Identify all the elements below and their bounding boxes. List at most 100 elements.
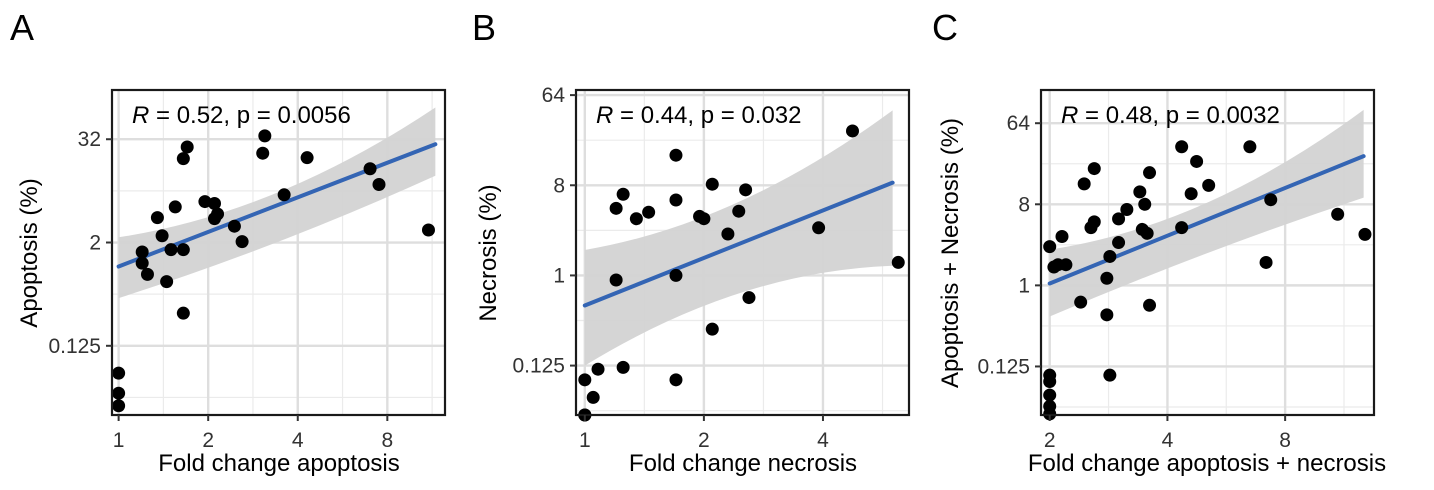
- y-tick-label: 0.125: [48, 335, 101, 358]
- data-point: [1175, 221, 1189, 235]
- data-point: [112, 386, 126, 400]
- y-axis-title: Necrosis (%): [475, 184, 502, 321]
- panel-letter: A: [10, 7, 34, 48]
- x-tick-label: 8: [1279, 429, 1291, 452]
- data-point: [1074, 295, 1088, 309]
- y-tick-label: 64: [1007, 112, 1031, 135]
- x-tick-label: 2: [1044, 429, 1056, 452]
- data-point: [1087, 162, 1101, 176]
- data-point: [1043, 399, 1057, 413]
- data-point: [135, 245, 149, 259]
- x-axis-title: Fold change apoptosis: [158, 450, 400, 477]
- y-tick-label: 64: [542, 84, 566, 107]
- data-point: [112, 399, 126, 413]
- data-point: [629, 212, 643, 226]
- y-tick-label: 1: [1018, 274, 1030, 297]
- data-point: [669, 148, 683, 162]
- x-axis-title: Fold change apoptosis + necrosis: [1028, 450, 1386, 477]
- data-point: [235, 235, 249, 249]
- data-point: [421, 223, 435, 237]
- data-point: [176, 152, 190, 166]
- data-point: [1043, 240, 1057, 254]
- x-tick-label: 2: [202, 429, 214, 452]
- data-point: [891, 255, 905, 269]
- data-point: [372, 177, 386, 191]
- plot-border: [1039, 88, 1376, 417]
- x-tick-label: 1: [113, 429, 125, 452]
- confidence-band: [118, 107, 436, 299]
- chart-panel-b: 1 2 4 0.125 1 8 64 R = 0.44, p = 0.032 B Fold cha…: [472, 7, 911, 477]
- data-point: [300, 151, 314, 165]
- data-points: [578, 124, 905, 422]
- data-point: [227, 219, 241, 233]
- data-point: [1264, 193, 1278, 207]
- y-tick-label: 8: [1018, 193, 1030, 216]
- data-point: [150, 211, 164, 225]
- x-tick-label: 8: [381, 429, 393, 452]
- data-point: [258, 129, 272, 143]
- data-point: [1133, 185, 1147, 199]
- x-tick-label: 4: [817, 429, 829, 452]
- plot-border: [574, 88, 911, 417]
- data-point: [256, 146, 270, 160]
- data-point: [208, 197, 222, 211]
- data-point: [176, 243, 190, 257]
- data-point: [812, 221, 826, 235]
- x-tick-label: 1: [579, 429, 591, 452]
- y-tick-label: 1: [553, 264, 565, 287]
- data-point: [1100, 271, 1114, 285]
- chart-panel-a: 1 2 4 8 0.125 2 32 R = 0.52, p = 0.0056 A Fold ch…: [10, 7, 447, 477]
- confidence-band: [1049, 109, 1364, 317]
- data-point: [1077, 177, 1091, 191]
- data-points: [112, 129, 435, 413]
- data-point: [155, 229, 169, 243]
- data-point: [609, 201, 623, 215]
- data-point: [180, 140, 194, 154]
- data-point: [705, 322, 719, 336]
- data-point: [697, 212, 711, 226]
- data-point: [732, 204, 746, 218]
- x-tick-label: 4: [292, 429, 304, 452]
- data-point: [1259, 255, 1273, 269]
- data-point: [277, 188, 291, 202]
- data-point: [845, 124, 859, 138]
- panel-letter: C: [932, 7, 958, 48]
- plot-border: [110, 88, 447, 417]
- data-point: [1358, 227, 1372, 241]
- data-point: [742, 291, 756, 305]
- r-p-values: = 0.44, p = 0.032: [613, 102, 801, 129]
- data-point: [1190, 154, 1204, 168]
- data-point: [135, 256, 149, 270]
- r-symbol: R: [1061, 102, 1078, 129]
- data-point: [1331, 207, 1345, 221]
- data-point: [1243, 140, 1257, 154]
- data-point: [1103, 368, 1117, 382]
- data-point: [669, 193, 683, 207]
- data-point: [705, 177, 719, 191]
- gridlines: [112, 90, 445, 415]
- data-point: [609, 273, 623, 287]
- data-point: [669, 373, 683, 387]
- y-tick-label: 0.125: [977, 355, 1030, 378]
- y-axis-title: Apoptosis (%): [16, 178, 43, 327]
- data-point: [168, 200, 182, 214]
- data-point: [721, 227, 735, 241]
- data-point: [1143, 166, 1157, 180]
- y-tick-label: 8: [553, 174, 565, 197]
- regression-line: [582, 180, 895, 308]
- x-tick-label: 4: [1162, 429, 1174, 452]
- data-point: [1059, 258, 1073, 272]
- r-p-values: = 0.52, p = 0.0056: [149, 102, 351, 129]
- data-point: [1112, 236, 1126, 250]
- data-point: [578, 373, 592, 387]
- data-point: [669, 268, 683, 282]
- regression-line: [1047, 154, 1366, 286]
- data-point: [363, 162, 377, 176]
- x-axis-title: Fold change necrosis: [629, 450, 857, 477]
- data-point: [112, 366, 126, 380]
- data-point: [1143, 298, 1157, 312]
- r-symbol: R: [596, 102, 613, 129]
- x-tick-label: 2: [698, 429, 710, 452]
- data-point: [1087, 215, 1101, 229]
- data-point: [1055, 230, 1069, 244]
